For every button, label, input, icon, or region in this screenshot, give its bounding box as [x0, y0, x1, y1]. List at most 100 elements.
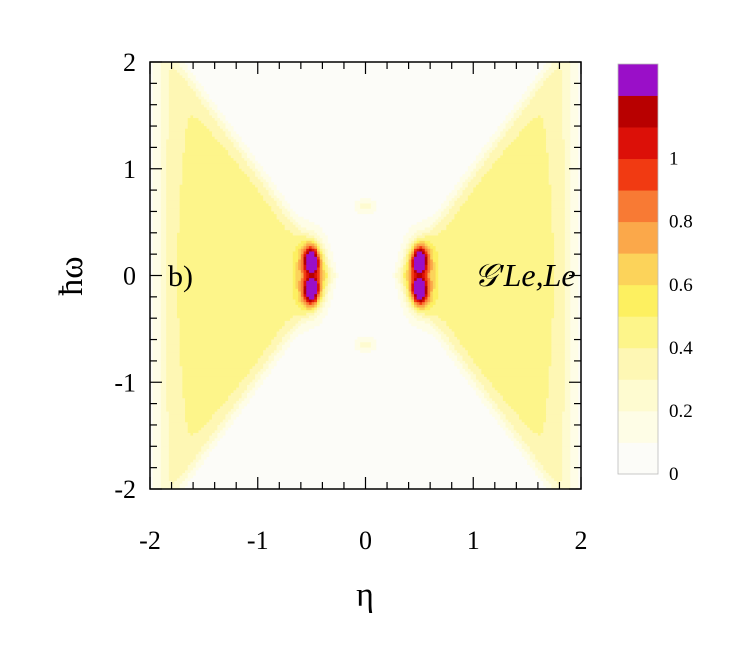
- contour-cell: [497, 128, 504, 132]
- contour-cell: [152, 179, 162, 183]
- contour-cell: [438, 283, 555, 287]
- contour-cell: [411, 264, 415, 269]
- contour-cell: [230, 139, 237, 143]
- contour-cell: [440, 206, 447, 210]
- contour-cell: [241, 408, 491, 413]
- contour-cell: [432, 267, 437, 271]
- contour-cell: [249, 147, 482, 151]
- contour-cell: [578, 211, 581, 215]
- contour-cell: [230, 392, 243, 397]
- contour-cell: [322, 275, 326, 279]
- contour-cell: [578, 262, 581, 266]
- contour-cell: [524, 448, 531, 453]
- contour-cell: [446, 334, 455, 338]
- contour-cell: [578, 126, 581, 130]
- contour-cell: [505, 118, 512, 122]
- contour-cell: [424, 262, 429, 266]
- contour-cell: [508, 427, 515, 431]
- contour-cell: [160, 467, 170, 471]
- contour-cell: [185, 478, 192, 482]
- contour-cell: [314, 278, 318, 282]
- contour-cell: [427, 254, 431, 258]
- contour-cell: [327, 294, 334, 298]
- contour-cell: [317, 238, 323, 242]
- contour-cell: [570, 235, 579, 239]
- contour-cell: [150, 454, 154, 458]
- contour-cell: [578, 419, 581, 423]
- contour-cell: [354, 342, 361, 346]
- contour-cell: [564, 368, 571, 373]
- contour-cell: [168, 464, 189, 469]
- contour-cell: [160, 139, 167, 143]
- contour-cell: [308, 248, 313, 253]
- plot-area: [149, 61, 582, 490]
- contour-cell: [467, 379, 474, 383]
- contour-cell: [376, 347, 445, 351]
- contour-cell: [424, 275, 429, 279]
- contour-cell: [168, 99, 202, 103]
- contour-cell: [405, 280, 410, 285]
- contour-cell: [427, 243, 434, 247]
- contour-cell: [150, 432, 154, 437]
- contour-cell: [152, 131, 162, 135]
- contour-cell: [408, 254, 412, 258]
- contour-cell: [451, 358, 458, 362]
- contour-cell: [564, 270, 571, 274]
- contour-cell: [578, 408, 581, 413]
- contour-cell: [271, 195, 278, 199]
- contour-cell: [152, 280, 162, 285]
- contour-cell: [432, 262, 437, 266]
- contour-cell: [152, 182, 162, 186]
- contour-cell: [459, 176, 469, 181]
- contour-cell: [233, 390, 245, 394]
- contour-cell: [160, 203, 167, 207]
- contour-cell: [449, 211, 458, 215]
- contour-cell: [292, 222, 299, 226]
- contour-cell: [411, 283, 415, 287]
- contour-cell: [306, 240, 313, 245]
- contour-cell: [475, 171, 488, 175]
- contour-cell: [430, 251, 434, 255]
- contour-cell: [570, 208, 579, 213]
- contour-cell: [160, 214, 167, 218]
- contour-cell: [484, 374, 550, 378]
- contour-cell: [150, 142, 154, 146]
- contour-cell: [578, 166, 581, 170]
- contour-cell: [430, 270, 437, 274]
- contour-cell: [195, 78, 536, 82]
- contour-cell: [276, 360, 455, 365]
- contour-cell: [405, 254, 410, 258]
- contour-cell: [548, 75, 563, 79]
- contour-cell: [422, 219, 437, 223]
- contour-cell: [160, 454, 170, 458]
- contour-cell: [166, 400, 186, 405]
- contour-cell: [166, 192, 181, 197]
- contour-cell: [268, 366, 275, 370]
- contour-cell: [206, 99, 213, 103]
- contour-cell: [529, 83, 536, 87]
- contour-cell: [564, 264, 571, 269]
- contour-cell: [545, 414, 563, 418]
- contour-cell: [246, 174, 256, 178]
- contour-cell: [562, 430, 571, 434]
- contour-cell: [152, 115, 162, 119]
- contour-cell: [325, 264, 329, 269]
- contour-cell: [564, 160, 571, 165]
- contour-cell: [446, 350, 453, 354]
- contour-cell: [166, 275, 178, 279]
- contour-cell: [422, 248, 426, 253]
- contour-cell: [152, 323, 162, 327]
- contour-cell: [564, 262, 571, 266]
- contour-cell: [322, 256, 326, 261]
- contour-cell: [467, 184, 477, 189]
- contour-cell: [564, 355, 571, 359]
- contour-cell: [578, 86, 581, 90]
- contour-cell: [564, 195, 571, 199]
- contour-cell: [548, 176, 566, 181]
- contour-cell: [570, 232, 579, 237]
- contour-cell: [150, 448, 154, 453]
- contour-cell: [166, 360, 181, 365]
- contour-cell: [160, 115, 170, 119]
- contour-cell: [545, 78, 563, 82]
- contour-cell: [564, 366, 571, 370]
